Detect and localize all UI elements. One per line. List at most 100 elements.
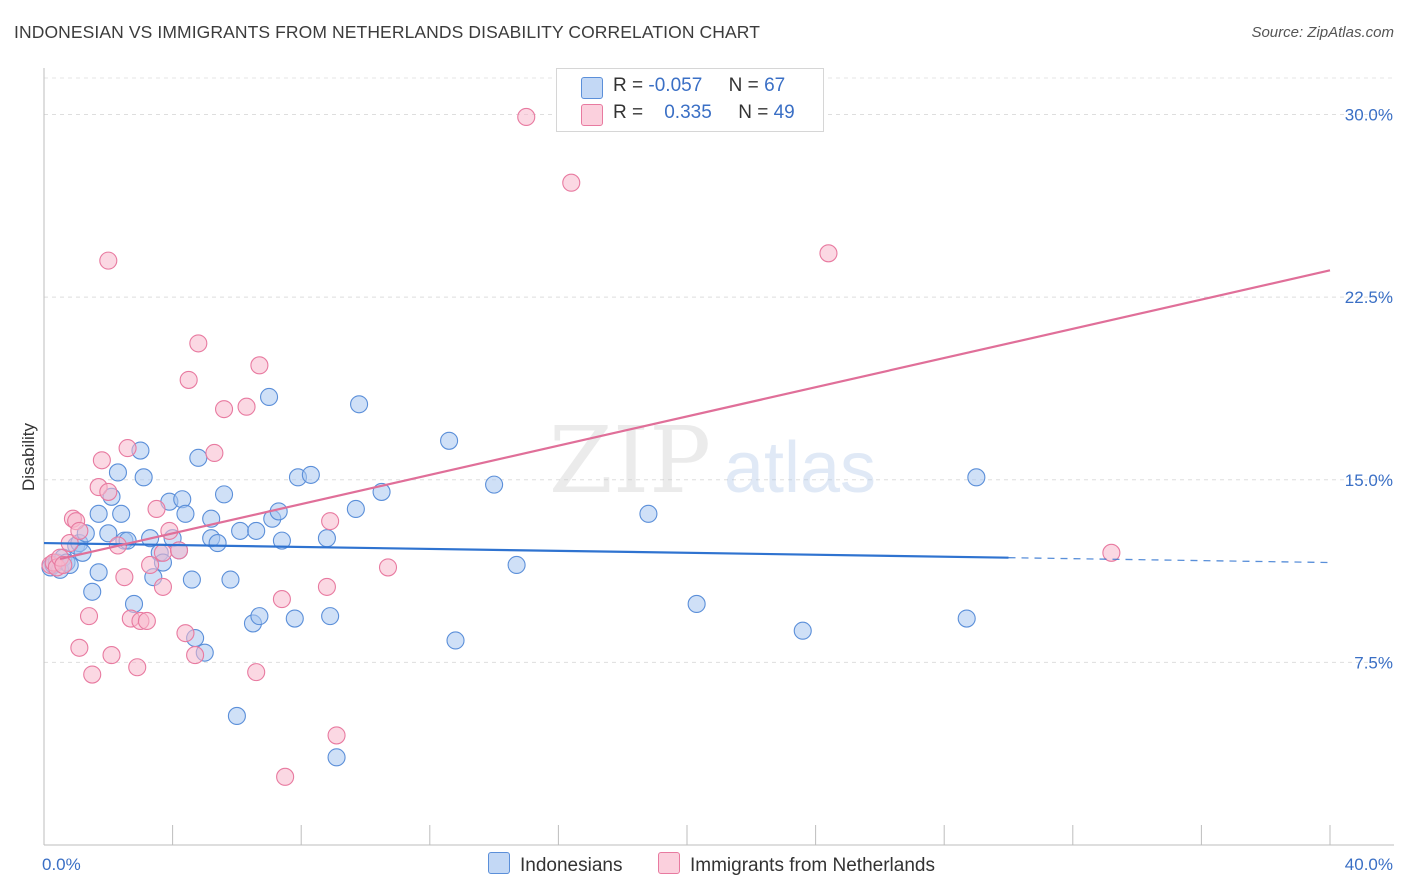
- point-netherlands: [250, 356, 269, 375]
- point-netherlands: [118, 439, 137, 458]
- point-indonesians: [108, 463, 127, 482]
- point-indonesians: [446, 631, 465, 650]
- point-indonesians: [346, 499, 365, 519]
- point-indonesians: [285, 609, 304, 628]
- y-axis-label: Disability: [19, 422, 38, 491]
- x-tick-label: 0.0%: [42, 855, 81, 874]
- point-netherlands: [517, 107, 536, 127]
- bottom-legend-indonesians: Indonesians: [488, 852, 622, 877]
- chart-title: INDONESIAN VS IMMIGRANTS FROM NETHERLAND…: [14, 22, 760, 42]
- point-indonesians: [250, 607, 269, 626]
- point-indonesians: [440, 431, 459, 450]
- point-indonesians: [227, 706, 246, 725]
- point-indonesians: [639, 504, 658, 523]
- point-indonesians: [957, 609, 976, 628]
- point-netherlands: [327, 726, 346, 745]
- legend-n-label: N =: [728, 75, 759, 96]
- point-netherlands: [378, 558, 398, 577]
- point-indonesians: [124, 594, 144, 613]
- point-indonesians: [208, 534, 227, 553]
- trend-line-solid: [43, 541, 1009, 559]
- point-netherlands: [321, 512, 340, 531]
- point-indonesians: [89, 504, 108, 523]
- point-indonesians: [214, 485, 234, 504]
- point-netherlands: [83, 665, 102, 684]
- point-netherlands: [186, 646, 205, 665]
- point-indonesians: [272, 531, 291, 550]
- trend-line-solid: [59, 269, 1331, 560]
- point-indonesians: [507, 555, 526, 575]
- point-indonesians: [687, 594, 706, 613]
- bottom-legend-label-netherlands: Immigrants from Netherlands: [690, 855, 935, 876]
- data-points: [41, 107, 1121, 786]
- point-indonesians: [247, 521, 266, 540]
- point-indonesians: [793, 621, 812, 640]
- y-tick-label: 30.0%: [1345, 106, 1393, 125]
- watermark-zip: ZIP: [549, 407, 711, 514]
- watermark-atlas: atlas: [724, 428, 876, 508]
- tick-labels: 7.5% 15.0% 22.5% 30.0% 0.0% 40.0%: [42, 106, 1393, 874]
- y-tick-label: 22.5%: [1345, 288, 1393, 307]
- trend-lines: [43, 269, 1331, 564]
- point-netherlands: [176, 624, 195, 643]
- point-netherlands: [79, 607, 99, 626]
- point-netherlands: [141, 555, 160, 575]
- legend-r-value: -0.057: [648, 75, 703, 96]
- point-indonesians: [321, 607, 340, 626]
- grid-lines: [44, 77, 1394, 663]
- point-netherlands: [54, 555, 73, 575]
- point-netherlands: [272, 590, 291, 609]
- point-netherlands: [137, 611, 156, 631]
- point-netherlands: [317, 577, 336, 596]
- bottom-legend-swatch-indonesians: [488, 852, 510, 874]
- point-netherlands: [70, 638, 89, 657]
- point-netherlands: [205, 443, 224, 463]
- point-netherlands: [99, 482, 118, 501]
- bottom-legend-netherlands: Immigrants from Netherlands: [658, 852, 935, 877]
- point-netherlands: [247, 663, 266, 682]
- point-netherlands: [92, 451, 111, 470]
- legend-swatch-netherlands: [581, 104, 603, 126]
- correlation-legend: R = -0.057 N = 67 R = 0.335 N = 49: [556, 68, 824, 132]
- point-indonesians: [112, 504, 131, 523]
- bottom-legend-label-indonesians: Indonesians: [520, 855, 623, 876]
- point-netherlands: [153, 543, 173, 562]
- point-indonesians: [176, 504, 195, 523]
- point-netherlands: [819, 244, 838, 263]
- point-netherlands: [102, 646, 121, 665]
- legend-r-value: 0.335: [664, 102, 712, 123]
- point-netherlands: [99, 251, 118, 270]
- legend-r-label: R =: [613, 75, 644, 96]
- point-indonesians: [231, 521, 250, 540]
- point-indonesians: [173, 490, 192, 509]
- point-indonesians: [189, 448, 208, 467]
- point-indonesians: [221, 570, 240, 589]
- point-netherlands: [562, 173, 581, 192]
- point-netherlands: [214, 400, 234, 419]
- point-netherlands: [153, 577, 173, 596]
- legend-n-label: N =: [738, 102, 769, 123]
- watermark: ZIP atlas: [549, 407, 876, 514]
- point-indonesians: [182, 570, 201, 589]
- point-netherlands: [189, 334, 208, 353]
- point-netherlands: [70, 521, 89, 540]
- bottom-legend-swatch-netherlands: [658, 852, 680, 874]
- legend-r-label: R =: [613, 102, 644, 123]
- y-tick-label: 15.0%: [1345, 471, 1393, 490]
- legend-n-value: 67: [764, 75, 786, 96]
- point-netherlands: [179, 370, 198, 389]
- point-indonesians: [317, 529, 336, 548]
- point-indonesians: [485, 475, 504, 494]
- x-tick-label: 40.0%: [1345, 855, 1393, 874]
- point-netherlands: [147, 499, 166, 519]
- point-indonesians: [327, 748, 346, 767]
- legend-n-value: 49: [773, 102, 795, 123]
- point-indonesians: [99, 524, 118, 543]
- point-indonesians: [350, 395, 369, 414]
- point-indonesians: [301, 465, 320, 484]
- point-indonesians: [967, 468, 986, 487]
- point-indonesians: [259, 387, 279, 407]
- y-tick-label: 7.5%: [1354, 653, 1393, 672]
- point-netherlands: [237, 397, 256, 416]
